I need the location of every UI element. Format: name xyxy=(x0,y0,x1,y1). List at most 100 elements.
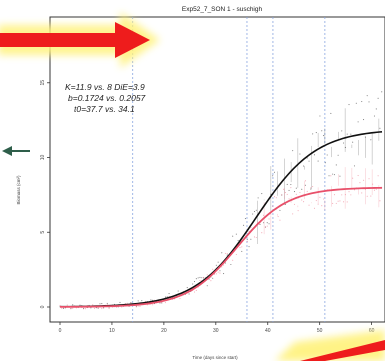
observed-point xyxy=(370,195,372,197)
reference-lines xyxy=(132,17,326,322)
fit-curve-series-1 xyxy=(59,130,383,308)
observed-point xyxy=(126,302,128,304)
observed-points xyxy=(59,91,383,310)
observed-point xyxy=(301,188,303,190)
observed-point xyxy=(381,91,383,93)
observed-point xyxy=(308,204,310,206)
observed-point xyxy=(279,209,281,211)
observed-point xyxy=(232,259,234,261)
observed-point xyxy=(286,193,288,195)
observed-point xyxy=(306,157,308,159)
observed-point xyxy=(335,164,337,166)
observed-point xyxy=(99,303,101,305)
observed-point xyxy=(350,133,352,135)
observed-point xyxy=(244,218,246,220)
observed-point xyxy=(326,154,328,156)
x-tick-label-2: 20 xyxy=(161,328,167,334)
observed-point xyxy=(317,160,319,162)
observed-point xyxy=(293,191,296,193)
annotation-line-k: K=11.9 vs. 8 DiE=3.9 xyxy=(65,82,145,92)
red-arrow-top-shape xyxy=(0,22,150,58)
observed-point xyxy=(261,232,263,234)
observed-series-2 xyxy=(59,167,383,310)
observed-point xyxy=(248,246,250,248)
overlay-arrows xyxy=(0,12,385,361)
observed-point xyxy=(304,184,306,186)
observed-point xyxy=(119,301,121,304)
observed-point xyxy=(339,200,341,202)
observed-point xyxy=(359,182,361,184)
observed-point xyxy=(366,95,368,97)
observed-point xyxy=(277,216,279,218)
y-tick-label-3: 15 xyxy=(40,80,46,86)
observed-point xyxy=(379,127,381,129)
observed-point xyxy=(246,239,248,241)
observed-point xyxy=(83,308,85,310)
chart-title: Exp52_7_SON 1 - suschigh xyxy=(182,6,263,13)
observed-point xyxy=(328,175,330,177)
observed-point xyxy=(93,307,96,309)
x-tick-label-1: 10 xyxy=(109,328,115,334)
observed-point xyxy=(332,202,334,204)
observed-point xyxy=(286,183,288,186)
observed-point xyxy=(152,304,154,306)
y-tick-label-0: 0 xyxy=(40,305,46,308)
observed-point xyxy=(223,273,225,275)
observed-point xyxy=(373,189,376,191)
observed-point xyxy=(301,199,303,201)
observed-point xyxy=(368,101,370,103)
observed-point xyxy=(192,283,194,285)
observed-point xyxy=(299,153,301,155)
observed-point xyxy=(261,193,263,195)
observed-point xyxy=(306,190,308,192)
observed-point xyxy=(66,304,68,306)
observed-point xyxy=(219,272,221,274)
observed-point xyxy=(84,308,86,310)
observed-point xyxy=(332,173,334,175)
observed-point xyxy=(115,306,117,308)
observed-point xyxy=(310,188,312,190)
observed-point xyxy=(79,304,81,306)
observed-point xyxy=(323,198,325,200)
observed-point xyxy=(315,199,317,202)
observed-point xyxy=(253,210,256,213)
observed-point xyxy=(272,205,274,207)
observed-point xyxy=(315,132,317,134)
observed-point xyxy=(333,194,336,196)
observed-point xyxy=(379,200,381,202)
observed-point xyxy=(59,304,61,306)
observed-point xyxy=(348,191,350,193)
observed-point xyxy=(297,210,299,212)
observed-point xyxy=(346,201,348,203)
observed-point xyxy=(279,219,281,221)
observed-point xyxy=(150,299,152,301)
observed-point xyxy=(139,305,141,307)
observed-point xyxy=(361,192,363,194)
observed-point xyxy=(363,179,365,181)
observed-point xyxy=(72,307,74,309)
observed-point xyxy=(357,121,359,123)
observed-point xyxy=(272,175,274,177)
green-arrow-left xyxy=(2,146,30,156)
x-tick-label-4: 40 xyxy=(265,328,271,334)
observed-point xyxy=(339,175,341,177)
observed-point xyxy=(199,276,201,279)
observed-point xyxy=(250,238,252,240)
observed-point xyxy=(335,202,337,204)
observed-point xyxy=(288,198,290,200)
observed-point xyxy=(303,201,305,203)
observed-point xyxy=(255,209,257,211)
observed-point xyxy=(188,293,190,295)
observed-point xyxy=(241,250,243,252)
observed-point xyxy=(290,183,292,186)
fit-parameters-annotation: K=11.9 vs. 8 DiE=3.9 b=0.1724 vs. 0.2057… xyxy=(65,82,146,114)
observed-point xyxy=(344,194,346,196)
observed-point xyxy=(373,115,376,117)
observed-point xyxy=(352,141,354,143)
observed-point xyxy=(270,213,272,215)
observed-point xyxy=(323,135,325,137)
observed-point xyxy=(177,290,179,292)
observed-point xyxy=(319,115,321,117)
observed-point xyxy=(255,236,257,239)
